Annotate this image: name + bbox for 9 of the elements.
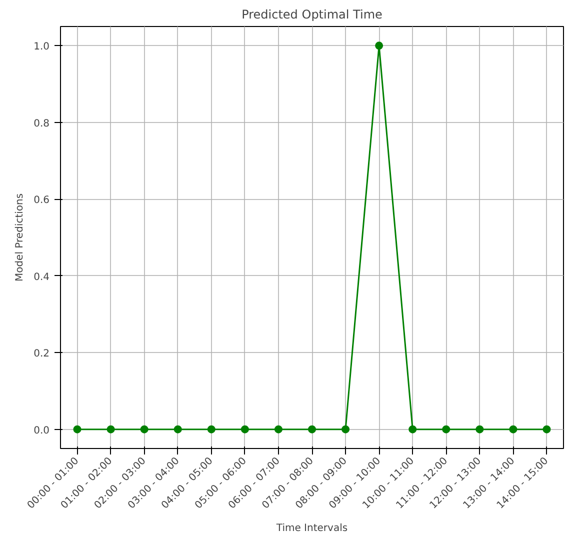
- y-tick-label: 0.4: [34, 272, 50, 283]
- y-axis-title: Model Predictions: [14, 193, 26, 282]
- y-tick-label: 0.8: [34, 118, 50, 130]
- y-tick-label: 1.0: [34, 42, 50, 53]
- chart-title: Predicted Optimal Time: [242, 8, 382, 22]
- y-tick-label: 0.6: [34, 195, 50, 206]
- y-tick-label: 0.2: [34, 348, 50, 360]
- x-axis-title: Time Intervals: [275, 523, 348, 534]
- y-tick-label: 0.0: [34, 425, 50, 436]
